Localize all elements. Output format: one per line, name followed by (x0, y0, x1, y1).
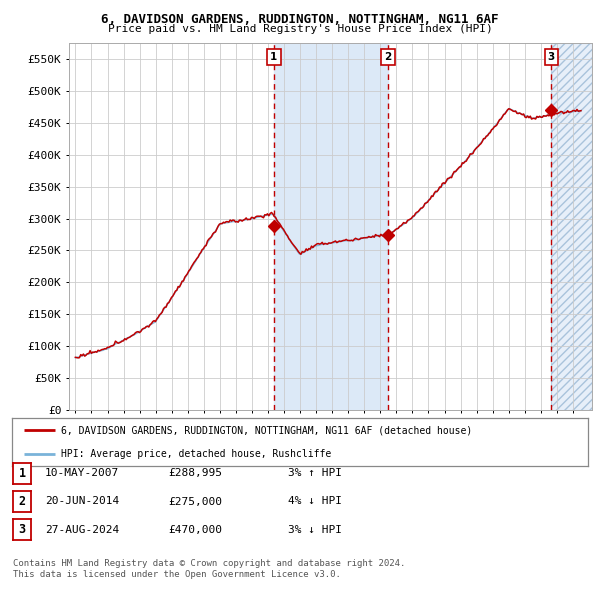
Text: 3% ↓ HPI: 3% ↓ HPI (288, 525, 342, 535)
Text: £275,000: £275,000 (168, 497, 222, 506)
Text: HPI: Average price, detached house, Rushcliffe: HPI: Average price, detached house, Rush… (61, 450, 331, 460)
Text: 20-JUN-2014: 20-JUN-2014 (45, 497, 119, 506)
Text: £288,995: £288,995 (168, 468, 222, 478)
Bar (551, 43, 592, 410)
Text: 4% ↓ HPI: 4% ↓ HPI (288, 497, 342, 506)
Bar (274, 43, 388, 410)
Text: 2: 2 (384, 52, 392, 62)
Text: 6, DAVIDSON GARDENS, RUDDINGTON, NOTTINGHAM, NG11 6AF: 6, DAVIDSON GARDENS, RUDDINGTON, NOTTING… (101, 13, 499, 26)
Text: 1: 1 (270, 52, 277, 62)
Text: 27-AUG-2024: 27-AUG-2024 (45, 525, 119, 535)
Bar (551, 43, 592, 410)
Text: 3: 3 (548, 52, 555, 62)
Text: 10-MAY-2007: 10-MAY-2007 (45, 468, 119, 478)
Text: 3: 3 (19, 523, 26, 536)
Text: 2: 2 (19, 495, 26, 508)
Text: 1: 1 (19, 467, 26, 480)
Text: Contains HM Land Registry data © Crown copyright and database right 2024.
This d: Contains HM Land Registry data © Crown c… (13, 559, 406, 579)
Text: £470,000: £470,000 (168, 525, 222, 535)
Text: 6, DAVIDSON GARDENS, RUDDINGTON, NOTTINGHAM, NG11 6AF (detached house): 6, DAVIDSON GARDENS, RUDDINGTON, NOTTING… (61, 425, 472, 435)
Text: 3% ↑ HPI: 3% ↑ HPI (288, 468, 342, 478)
Text: Price paid vs. HM Land Registry's House Price Index (HPI): Price paid vs. HM Land Registry's House … (107, 24, 493, 34)
